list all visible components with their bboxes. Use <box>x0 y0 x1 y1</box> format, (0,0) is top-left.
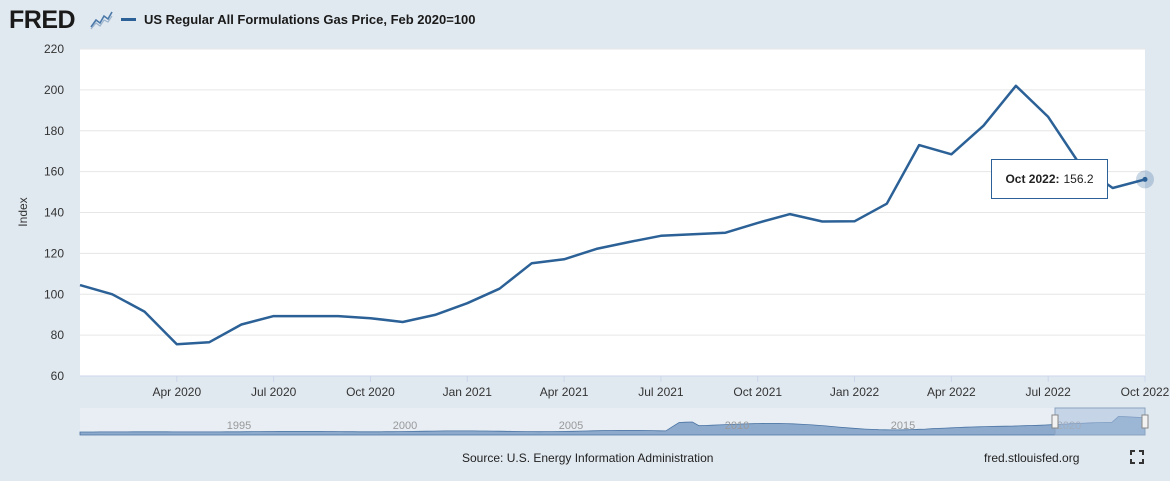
x-tick-label: Jul 2021 <box>638 385 684 399</box>
fred-logo[interactable]: FRED <box>9 6 76 34</box>
y-tick-label: 180 <box>44 124 64 138</box>
navigator-handle-left[interactable] <box>1051 414 1059 429</box>
x-tick-label: Apr 2022 <box>927 385 976 399</box>
y-tick-label: 120 <box>44 246 64 260</box>
x-tick-label: Jan 2021 <box>443 385 493 399</box>
chart-line-icon <box>89 10 113 30</box>
tooltip-value: 156.2 <box>1063 172 1094 186</box>
data-tooltip: Oct 2022: 156.2 <box>991 159 1108 199</box>
legend-swatch <box>121 18 136 21</box>
x-tick-label: Oct 2021 <box>733 385 782 399</box>
y-tick-label: 220 <box>44 42 64 56</box>
data-point <box>1142 176 1148 182</box>
navigator-selection[interactable] <box>1054 407 1146 436</box>
navigator-tick-label: 2000 <box>393 420 417 432</box>
y-tick-label: 160 <box>44 165 64 179</box>
fred-link[interactable]: fred.stlouisfed.org <box>984 451 1080 465</box>
navigator-handle-right[interactable] <box>1141 414 1149 429</box>
y-tick-label: 200 <box>44 83 64 97</box>
fullscreen-icon[interactable] <box>1130 450 1144 464</box>
y-axis-label: Index <box>16 197 30 226</box>
x-tick-label: Jul 2020 <box>251 385 297 399</box>
x-axis: Apr 2020 Jul 2020 Oct 2020 Jan 2021 Apr 2021… <box>80 375 1170 399</box>
series-line[interactable] <box>79 84 1154 346</box>
chart-legend[interactable]: US Regular All Formulations Gas Price, F… <box>121 12 476 27</box>
tooltip-date: Oct 2022: <box>1005 172 1060 186</box>
series-path <box>79 84 1146 346</box>
x-tick-label: Oct 2022 <box>1121 385 1170 399</box>
y-tick-label: 60 <box>51 369 65 383</box>
y-tick-label: 80 <box>51 328 65 342</box>
x-tick-label: Jul 2022 <box>1025 385 1071 399</box>
chart-header: FRED US Regular All Formulations Gas Pri… <box>0 0 1170 40</box>
x-tick-label: Apr 2020 <box>152 385 201 399</box>
navigator-tick-label: 2015 <box>891 420 915 432</box>
legend-label: US Regular All Formulations Gas Price, F… <box>144 12 476 27</box>
x-tick-label: Apr 2021 <box>540 385 589 399</box>
navigator-ticks: 199520002005201020152020 <box>227 420 1081 432</box>
navigator-tick-label: 2010 <box>725 420 749 432</box>
x-tick-label: Jan 2022 <box>830 385 880 399</box>
y-tick-label: 100 <box>44 287 64 301</box>
y-axis: 60 80 100 120 140 160 180 200 220 <box>44 42 64 383</box>
navigator-tick-label: 2005 <box>559 420 583 432</box>
source-text: Source: U.S. Energy Information Administ… <box>462 451 714 465</box>
navigator-tick-label: 1995 <box>227 420 251 432</box>
navigator-series <box>79 416 1146 436</box>
navigator[interactable]: 199520002005201020152020 <box>79 407 1149 436</box>
y-tick-label: 140 <box>44 206 64 220</box>
x-tick-label: Oct 2020 <box>346 385 395 399</box>
